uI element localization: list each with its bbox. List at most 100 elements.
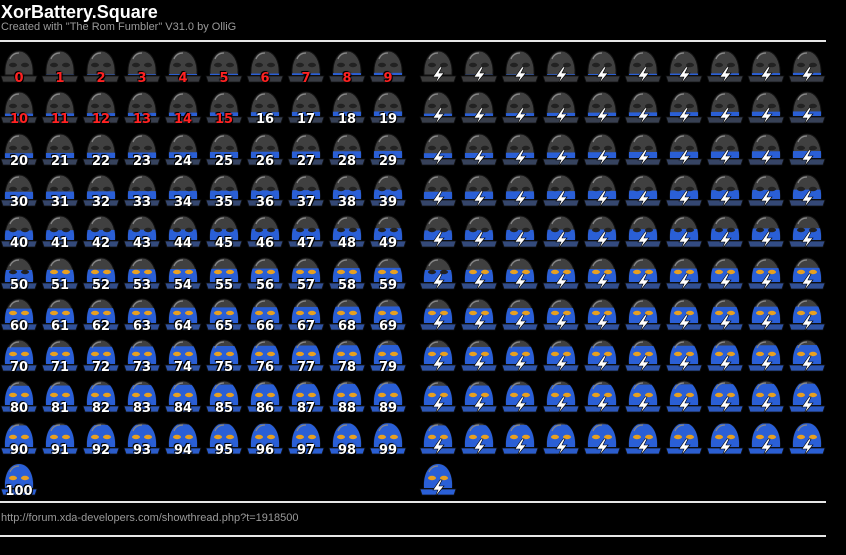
battery-charging-cell [542, 210, 580, 250]
battery-charging-icon [419, 463, 457, 498]
battery-charging-icon [542, 91, 580, 126]
battery-charging-cell [460, 417, 498, 457]
battery-level-icon [164, 133, 202, 166]
battery-level-icon [246, 215, 284, 248]
battery-level-label: 20 [9, 154, 29, 169]
battery-charging-icon [583, 215, 621, 250]
battery-level-label: 17 [296, 112, 316, 127]
battery-level-label: 94 [173, 443, 193, 458]
battery-level-cell: 60 [0, 293, 38, 334]
battery-level-label: 6 [260, 71, 270, 86]
battery-level-icon [287, 133, 325, 166]
battery-level-icon [287, 339, 325, 372]
battery-charging-icon [747, 380, 785, 415]
battery-charging-cell [501, 128, 539, 168]
battery-level-icon [82, 339, 120, 372]
battery-level-cell: 23 [123, 128, 161, 169]
battery-charging-cell [665, 334, 703, 374]
battery-level-cell: 59 [369, 252, 407, 293]
battery-level-label: 74 [173, 360, 193, 375]
battery-level-icon [41, 380, 79, 413]
battery-charging-icon [788, 422, 826, 457]
battery-level-cell: 19 [369, 86, 407, 127]
battery-level-icon [328, 50, 366, 83]
battery-charging-cell [624, 45, 662, 85]
battery-level-icon [0, 50, 38, 83]
battery-charging-cell [501, 252, 539, 292]
battery-level-icon [164, 339, 202, 372]
middle-divider [0, 501, 826, 503]
battery-level-icon [369, 257, 407, 290]
battery-level-icon [82, 298, 120, 331]
battery-level-label: 41 [50, 236, 70, 251]
battery-charging-icon [583, 174, 621, 209]
battery-charging-cell [747, 210, 785, 250]
battery-charging-icon [788, 91, 826, 126]
battery-level-label: 40 [9, 236, 29, 251]
battery-charging-icon [460, 174, 498, 209]
battery-level-cell: 91 [41, 417, 79, 458]
battery-level-label: 24 [173, 154, 193, 169]
battery-level-cell: 3 [123, 45, 161, 86]
battery-level-cell: 40 [0, 210, 38, 251]
battery-level-label: 27 [296, 154, 316, 169]
battery-charging-cell [665, 86, 703, 126]
battery-level-cell: 42 [82, 210, 120, 251]
battery-charging-cell [460, 210, 498, 250]
battery-charging-cell [583, 86, 621, 126]
battery-level-cell: 68 [328, 293, 366, 334]
battery-charging-icon [624, 422, 662, 457]
battery-charging-icon [706, 422, 744, 457]
battery-charging-cell [419, 334, 457, 374]
battery-charging-icon [706, 257, 744, 292]
battery-level-label: 63 [132, 319, 152, 334]
battery-charging-icon [747, 50, 785, 85]
battery-charging-cell [419, 210, 457, 250]
battery-charging-icon [542, 380, 580, 415]
battery-charging-cell [706, 45, 744, 85]
battery-level-cell: 4 [164, 45, 202, 86]
battery-charging-cell [788, 375, 826, 415]
battery-level-cell: 89 [369, 375, 407, 416]
battery-level-label: 33 [132, 195, 152, 210]
battery-charging-icon [624, 50, 662, 85]
battery-level-label: 79 [378, 360, 398, 375]
battery-level-icon [246, 298, 284, 331]
battery-charging-icon [624, 91, 662, 126]
battery-level-cell: 22 [82, 128, 120, 169]
battery-level-cell: 49 [369, 210, 407, 251]
battery-level-label: 90 [9, 443, 29, 458]
battery-level-icon [246, 91, 284, 124]
battery-charging-icon [542, 339, 580, 374]
battery-charging-cell [788, 169, 826, 209]
battery-charging-cell [583, 128, 621, 168]
forum-link[interactable]: http://forum.xda-developers.com/showthre… [1, 512, 299, 524]
battery-charging-cell [583, 210, 621, 250]
battery-charging-icon [665, 174, 703, 209]
battery-level-label: 32 [91, 195, 111, 210]
battery-charging-icon [583, 339, 621, 374]
battery-level-icon [164, 422, 202, 455]
battery-level-icon [0, 215, 38, 248]
battery-level-icon [328, 339, 366, 372]
battery-level-label: 18 [337, 112, 357, 127]
battery-level-label: 71 [50, 360, 70, 375]
battery-level-cell: 37 [287, 169, 325, 210]
battery-charging-cell [788, 334, 826, 374]
battery-level-label: 37 [296, 195, 316, 210]
battery-level-icon [123, 174, 161, 207]
battery-charging-icon [583, 298, 621, 333]
battery-level-label: 76 [255, 360, 275, 375]
battery-level-cell: 32 [82, 169, 120, 210]
battery-charging-icon [419, 257, 457, 292]
battery-charging-cell [747, 293, 785, 333]
battery-level-cell: 54 [164, 252, 202, 293]
header: XorBattery.Square Created with "The Rom … [0, 0, 846, 42]
battery-level-cell: 83 [123, 375, 161, 416]
battery-level-label: 99 [378, 443, 398, 458]
battery-level-icon [123, 298, 161, 331]
battery-level-label: 19 [378, 112, 398, 127]
battery-level-cell: 31 [41, 169, 79, 210]
battery-charging-icon [460, 257, 498, 292]
battery-charging-cell [419, 375, 457, 415]
